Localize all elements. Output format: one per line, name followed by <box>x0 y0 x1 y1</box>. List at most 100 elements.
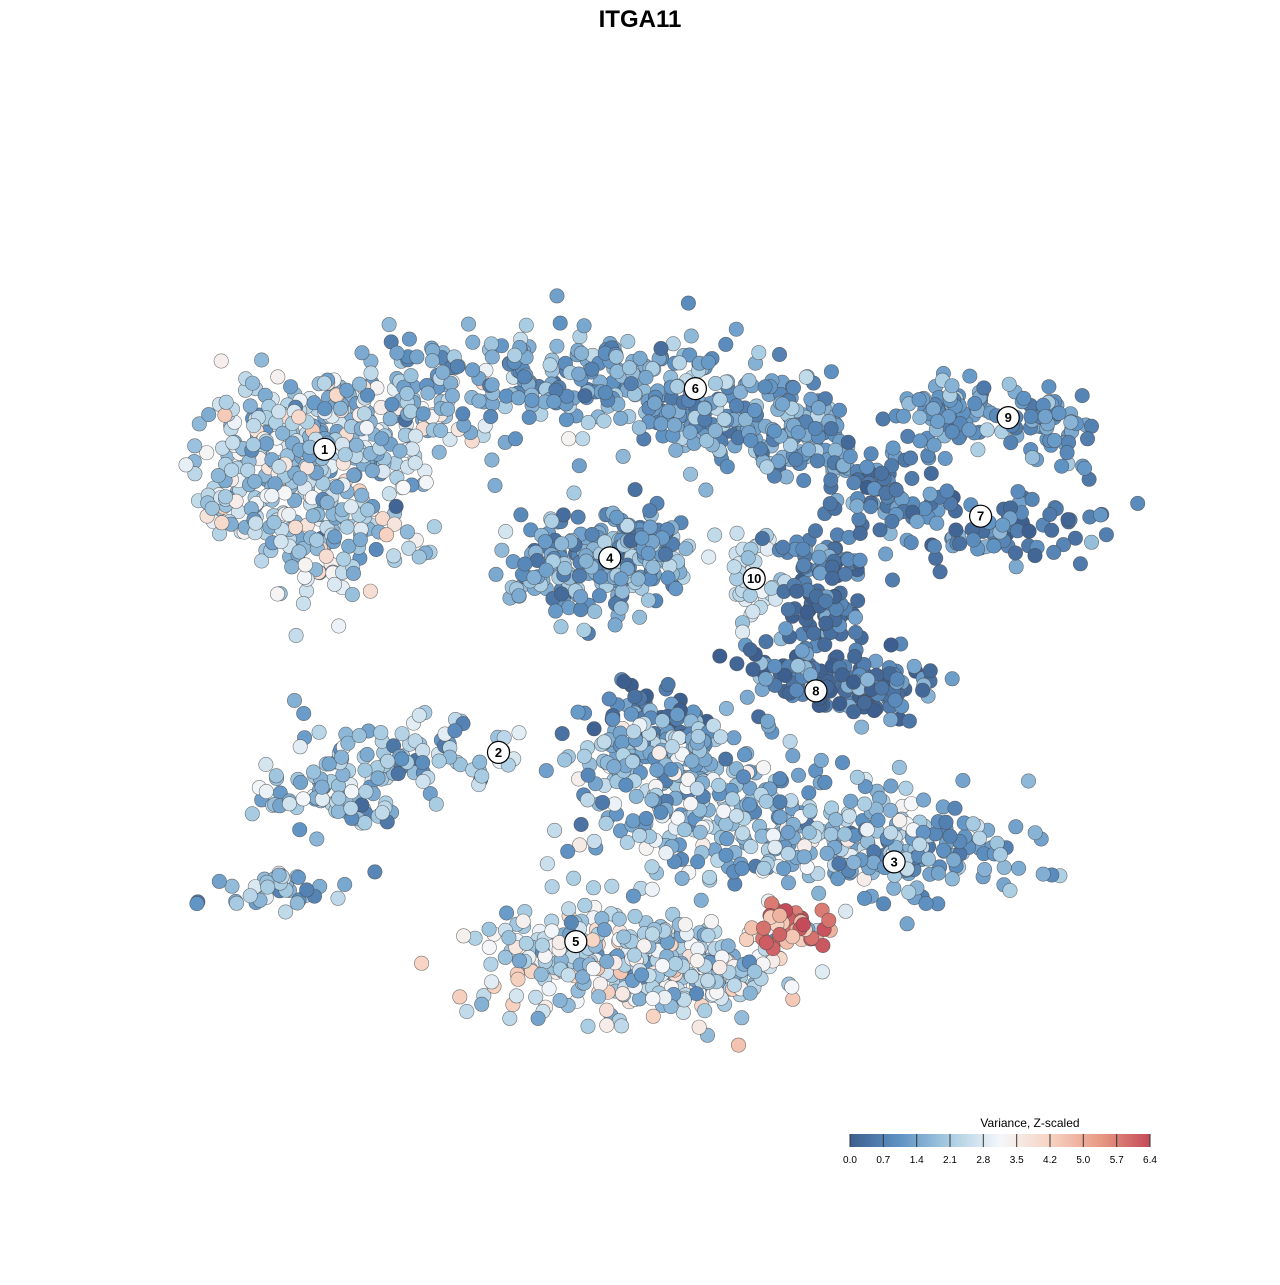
data-point-cluster-3 <box>811 885 827 901</box>
data-point-cluster-1 <box>240 462 256 478</box>
data-point-cluster-6 <box>696 400 712 416</box>
data-point-cluster-7 <box>807 523 823 539</box>
data-point-cluster-5 <box>561 901 577 917</box>
cluster-label-text: 7 <box>977 509 984 524</box>
data-point-cluster-8 <box>745 661 761 677</box>
cluster-label-10: 10 <box>742 567 766 591</box>
data-point-cluster-4 <box>571 568 587 584</box>
data-point-cluster-3 <box>547 822 563 838</box>
data-point-cluster-6 <box>484 349 500 365</box>
data-point-cluster-6 <box>576 318 592 334</box>
cluster-label-text: 5 <box>572 934 579 949</box>
data-point-cluster-7 <box>850 593 866 609</box>
data-point-cluster-8 <box>824 570 840 586</box>
data-point-cluster-8 <box>817 637 833 653</box>
data-point-cluster-3 <box>690 728 706 744</box>
data-point-cluster-1 <box>442 431 458 447</box>
data-point-cluster-5 <box>613 1018 629 1034</box>
data-point-cluster-3 <box>690 854 706 870</box>
data-point-cluster-5 <box>585 932 601 948</box>
data-point-cluster-5 <box>697 1003 713 1019</box>
data-point-cluster-8 <box>788 682 804 698</box>
data-point-cluster-8 <box>874 680 890 696</box>
legend-tick-label: 2.8 <box>976 1155 990 1166</box>
data-point-cluster-hotspot <box>772 907 788 923</box>
data-point-cluster-8 <box>818 615 834 631</box>
data-point-cluster-5 <box>499 905 515 921</box>
data-point-cluster-hotspot <box>821 912 837 928</box>
data-point-cluster-7 <box>909 513 925 529</box>
data-point-cluster-3 <box>580 792 596 808</box>
data-point-cluster-2 <box>305 764 321 780</box>
data-point-cluster-8 <box>846 704 862 720</box>
data-point-cluster-4 <box>584 526 600 542</box>
data-point-cluster-3 <box>586 833 602 849</box>
data-point-cluster-2 <box>289 895 305 911</box>
data-point-cluster-1 <box>411 549 427 565</box>
data-point-cluster-2 <box>292 822 308 838</box>
data-point-cluster-5 <box>563 914 579 930</box>
data-point-cluster-1 <box>507 431 523 447</box>
data-point-cluster-5 <box>483 956 499 972</box>
data-point-cluster-1 <box>364 463 380 479</box>
data-point-cluster-7 <box>872 522 888 538</box>
data-point-cluster-6 <box>510 390 526 406</box>
data-point-cluster-6 <box>757 379 773 395</box>
data-point-cluster-9 <box>944 424 960 440</box>
data-point-cluster-10 <box>764 580 780 596</box>
data-point-cluster-3 <box>736 747 752 763</box>
data-point-cluster-6 <box>409 349 425 365</box>
data-point-cluster-3 <box>930 865 946 881</box>
data-point-cluster-3 <box>935 842 951 858</box>
data-point-cluster-3 <box>539 856 555 872</box>
data-point-cluster-3 <box>915 792 931 808</box>
data-point-cluster-8 <box>883 637 899 653</box>
data-point-cluster-2 <box>281 796 297 812</box>
data-point-cluster-7 <box>842 448 858 464</box>
data-point-cluster-7 <box>822 496 838 512</box>
data-point-cluster-1 <box>292 470 308 486</box>
data-point-cluster-3 <box>899 916 915 932</box>
data-point-cluster-9 <box>1080 431 1096 447</box>
data-point-cluster-hotspot <box>815 937 831 953</box>
points-layer <box>178 288 1146 1053</box>
data-point-cluster-4 <box>566 485 582 501</box>
data-point-cluster-1 <box>199 445 215 461</box>
data-point-cluster-7 <box>852 525 868 541</box>
data-point-cluster-10 <box>701 549 717 565</box>
data-point-cluster-3 <box>901 884 917 900</box>
cluster-label-text: 1 <box>321 442 328 457</box>
cluster-label-badge <box>683 377 708 401</box>
data-point-cluster-7 <box>903 535 919 551</box>
data-point-cluster-4 <box>607 617 623 633</box>
data-point-cluster-6 <box>698 482 714 498</box>
data-point-cluster-3 <box>701 869 717 885</box>
data-point-cluster-5 <box>627 908 643 924</box>
data-point-cluster-5 <box>414 955 430 971</box>
data-point-cluster-7 <box>1007 545 1023 561</box>
data-point-cluster-3 <box>726 730 742 746</box>
data-point-cluster-3 <box>780 846 796 862</box>
data-point-cluster-9 <box>944 378 960 394</box>
data-point-cluster-hotspot <box>795 917 811 933</box>
data-point-cluster-5 <box>534 937 550 953</box>
data-point-cluster-2 <box>299 882 315 898</box>
data-point-cluster-3 <box>802 803 818 819</box>
data-point-cluster-3 <box>772 771 788 787</box>
data-point-cluster-1 <box>339 382 355 398</box>
data-point-cluster-1 <box>392 443 408 459</box>
data-point-cluster-8 <box>845 674 861 690</box>
data-point-cluster-3 <box>1002 882 1018 898</box>
data-point-cluster-8 <box>778 621 794 637</box>
data-point-cluster-2 <box>309 831 325 847</box>
data-point-cluster-7 <box>884 458 900 474</box>
data-point-cluster-6 <box>415 406 431 422</box>
data-point-cluster-3 <box>713 729 729 745</box>
data-point-cluster-9 <box>1084 418 1100 434</box>
data-point-cluster-1 <box>374 431 390 447</box>
legend-tick-label: 0.0 <box>843 1155 857 1166</box>
data-point-cluster-1 <box>269 586 285 602</box>
data-point-cluster-6 <box>809 453 825 469</box>
data-point-cluster-5 <box>510 971 526 987</box>
data-point-cluster-6 <box>399 386 415 402</box>
